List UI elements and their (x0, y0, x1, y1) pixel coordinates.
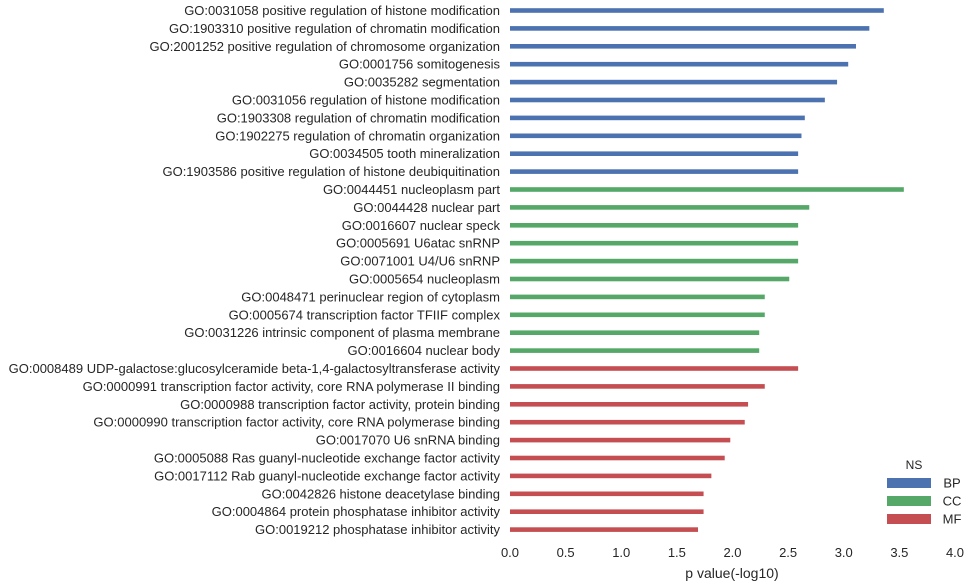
legend-label-cc: CC (943, 494, 962, 509)
category-label: GO:0000988 transcription factor activity… (180, 397, 500, 412)
bar-mf (510, 455, 725, 461)
bars-layer (510, 8, 904, 532)
bar-bp (510, 26, 870, 31)
x-tick-label: 0.5 (557, 545, 575, 560)
category-label: GO:0005088 Ras guanyl-nucleotide exchang… (154, 451, 501, 466)
bar-cc (510, 223, 799, 228)
category-label: GO:0034505 tooth mineralization (309, 146, 500, 161)
bar-bp (510, 97, 825, 103)
x-tick-label: 1.0 (612, 545, 630, 560)
legend: NS BP CC MF (887, 458, 961, 527)
bar-bp (510, 79, 838, 85)
bar-mf (510, 437, 731, 443)
bar-bp (510, 8, 884, 13)
x-tick-label: 3.0 (835, 545, 853, 560)
category-label: GO:0005654 nucleoplasm (349, 272, 500, 287)
category-label: GO:0071001 U4/U6 snRNP (340, 254, 500, 269)
x-axis-ticks: 0.0 0.5 1.0 1.5 2.0 2.5 3.0 3.5 4.0 (501, 545, 964, 560)
category-label: GO:1903586 positive regulation of histon… (162, 164, 500, 179)
category-label: GO:0017112 Rab guanyl-nucleotide exchang… (154, 468, 500, 483)
x-tick-label: 1.5 (668, 545, 686, 560)
x-tick-label: 0.0 (501, 545, 519, 560)
legend-label-bp: BP (943, 476, 960, 491)
category-label: GO:0005691 U6atac snRNP (336, 236, 500, 251)
bar-bp (510, 151, 799, 156)
category-label: GO:1902275 regulation of chromatin organ… (215, 128, 500, 143)
bar-bp (510, 115, 805, 121)
legend-label-mf: MF (943, 512, 962, 527)
bar-cc (510, 330, 760, 335)
x-tick-label: 4.0 (946, 545, 964, 560)
legend-swatch-cc (887, 496, 931, 506)
category-label: GO:0031226 intrinsic component of plasma… (184, 325, 500, 340)
category-label: GO:2001252 positive regulation of chromo… (150, 39, 501, 54)
legend-swatch-bp (887, 478, 931, 488)
category-label: GO:1903308 regulation of chromatin modif… (217, 110, 500, 125)
bar-bp (510, 169, 799, 174)
legend-swatch-mf (887, 514, 931, 524)
category-label: GO:0031058 positive regulation of histon… (184, 3, 500, 18)
category-label: GO:0044428 nuclear part (353, 200, 500, 215)
category-label: GO:0004864 protein phosphatase inhibitor… (212, 504, 501, 519)
category-label: GO:0000991 transcription factor activity… (83, 379, 500, 394)
x-tick-label: 2.0 (723, 545, 741, 560)
bar-mf (510, 491, 704, 497)
category-label: GO:0042826 histone deacetylase binding (261, 486, 500, 501)
bar-mf (510, 509, 704, 514)
bar-mf (510, 419, 745, 425)
bar-cc (510, 294, 765, 300)
category-label: GO:0035282 segmentation (344, 75, 500, 90)
x-axis-label: p value(-log10) (685, 565, 778, 581)
category-label: GO:0016604 nuclear body (348, 343, 501, 358)
category-label: GO:0005674 transcription factor TFIIF co… (229, 307, 501, 322)
bar-cc (510, 187, 904, 192)
category-label: GO:0044451 nucleoplasm part (323, 182, 500, 197)
category-labels: GO:0031058 positive regulation of histon… (9, 3, 501, 537)
bar-cc (510, 276, 790, 282)
bar-cc (510, 348, 760, 353)
bar-cc (510, 205, 810, 210)
bar-cc (510, 240, 799, 246)
x-tick-label: 3.5 (890, 545, 908, 560)
bar-cc (510, 312, 765, 318)
x-tick-label: 2.5 (779, 545, 797, 560)
category-label: GO:0000990 transcription factor activity… (93, 415, 500, 430)
category-label: GO:1903310 positive regulation of chroma… (169, 21, 500, 36)
category-label: GO:0016607 nuclear speck (342, 218, 501, 233)
bar-bp (510, 133, 802, 139)
category-label: GO:0048471 perinuclear region of cytopla… (241, 289, 500, 304)
category-label: GO:0031056 regulation of histone modific… (232, 93, 500, 108)
category-label: GO:0019212 phosphatase inhibitor activit… (255, 522, 500, 537)
bar-mf (510, 366, 799, 371)
bar-bp (510, 44, 856, 49)
bar-mf (510, 384, 765, 389)
bar-cc (510, 258, 799, 264)
legend-title: NS (906, 458, 923, 472)
category-label: GO:0017070 U6 snRNA binding (316, 433, 500, 448)
bar-mf (510, 402, 749, 407)
category-label: GO:0008489 UDP-galactose:glucosylceramid… (9, 361, 501, 376)
bar-mf (510, 473, 712, 479)
bar-bp (510, 61, 849, 67)
category-label: GO:0001756 somitogenesis (339, 57, 501, 72)
bar-mf (510, 527, 699, 532)
